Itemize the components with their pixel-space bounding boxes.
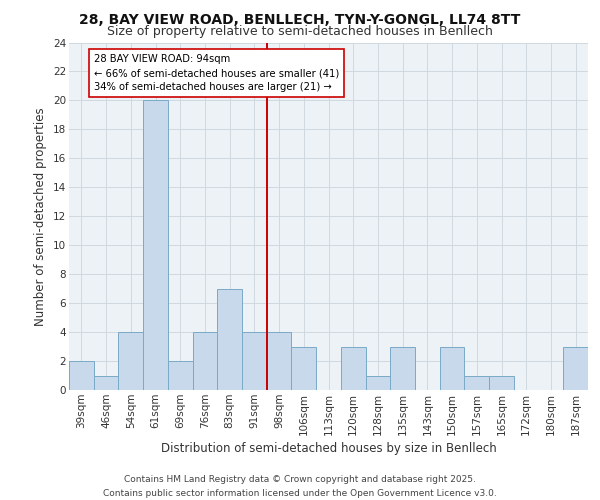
- Bar: [143, 100, 168, 390]
- Bar: [489, 376, 514, 390]
- Bar: [217, 288, 242, 390]
- Bar: [94, 376, 118, 390]
- Bar: [267, 332, 292, 390]
- Bar: [390, 346, 415, 390]
- X-axis label: Distribution of semi-detached houses by size in Benllech: Distribution of semi-detached houses by …: [161, 442, 496, 455]
- Text: Contains HM Land Registry data © Crown copyright and database right 2025.
Contai: Contains HM Land Registry data © Crown c…: [103, 476, 497, 498]
- Bar: [69, 361, 94, 390]
- Bar: [440, 346, 464, 390]
- Bar: [168, 361, 193, 390]
- Bar: [563, 346, 588, 390]
- Bar: [193, 332, 217, 390]
- Bar: [242, 332, 267, 390]
- Bar: [365, 376, 390, 390]
- Y-axis label: Number of semi-detached properties: Number of semi-detached properties: [34, 107, 47, 326]
- Text: 28, BAY VIEW ROAD, BENLLECH, TYN-Y-GONGL, LL74 8TT: 28, BAY VIEW ROAD, BENLLECH, TYN-Y-GONGL…: [79, 12, 521, 26]
- Bar: [341, 346, 365, 390]
- Text: 28 BAY VIEW ROAD: 94sqm
← 66% of semi-detached houses are smaller (41)
34% of se: 28 BAY VIEW ROAD: 94sqm ← 66% of semi-de…: [94, 54, 339, 92]
- Bar: [118, 332, 143, 390]
- Bar: [464, 376, 489, 390]
- Bar: [292, 346, 316, 390]
- Text: Size of property relative to semi-detached houses in Benllech: Size of property relative to semi-detach…: [107, 25, 493, 38]
